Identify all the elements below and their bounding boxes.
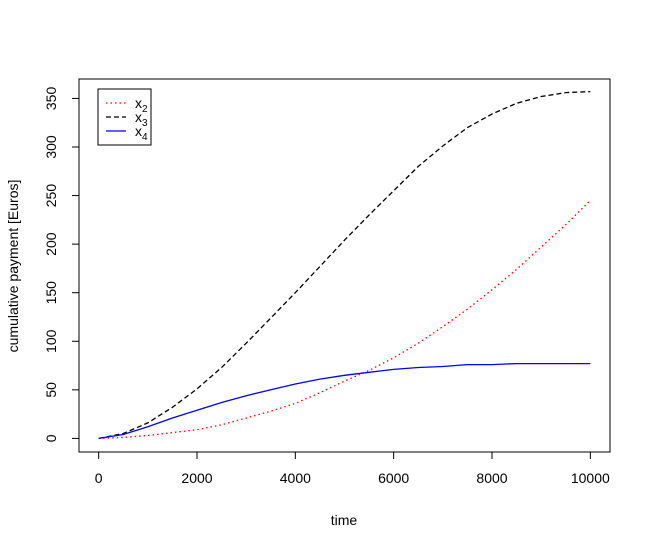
series-line-x4 bbox=[98, 362, 591, 440]
y-tick-label: 350 bbox=[43, 87, 59, 111]
x-tick-label: 8000 bbox=[476, 470, 507, 486]
x-tick-label: 4000 bbox=[280, 470, 311, 486]
x-tick-label: 2000 bbox=[181, 470, 212, 486]
y-tick-label: 200 bbox=[43, 232, 59, 256]
y-tick-label: 0 bbox=[43, 434, 59, 442]
x-axis-title: time bbox=[331, 512, 358, 528]
x-tick-label: 6000 bbox=[378, 470, 409, 486]
x-axis: 0 2000 4000 6000 8000 10000 bbox=[95, 451, 610, 486]
x-tick-label: 0 bbox=[95, 470, 103, 486]
series-layer bbox=[98, 90, 591, 440]
plot-frame bbox=[78, 78, 611, 453]
x-tick-label: 10000 bbox=[571, 470, 610, 486]
y-axis-title: cumulative payment [Euros] bbox=[5, 180, 21, 353]
y-tick-label: 100 bbox=[43, 329, 59, 353]
y-tick-label: 150 bbox=[43, 281, 59, 305]
series-line-x3 bbox=[98, 90, 591, 440]
series-line-x2 bbox=[98, 199, 591, 440]
y-tick-label: 50 bbox=[43, 382, 59, 398]
y-tick-label: 300 bbox=[43, 135, 59, 159]
y-axis: 0 50 100 150 200 250 300 350 bbox=[43, 87, 80, 442]
y-tick-label: 250 bbox=[43, 184, 59, 208]
